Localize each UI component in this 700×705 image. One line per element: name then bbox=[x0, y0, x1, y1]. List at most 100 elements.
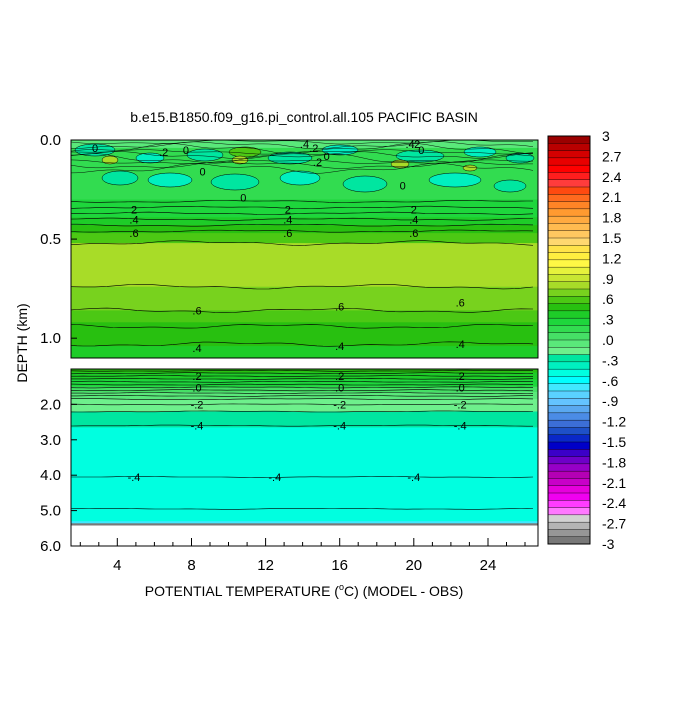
upper-band-10 bbox=[71, 310, 538, 323]
surface-blob-3 bbox=[228, 146, 262, 158]
colorbar-box-23 bbox=[547, 303, 591, 312]
x-tick-label-5: 24 bbox=[480, 557, 497, 574]
upper-contour-label-18: .4 bbox=[409, 214, 418, 226]
colorbar-box-18 bbox=[547, 266, 591, 275]
colorbar-box-24 bbox=[547, 310, 591, 319]
surface-blob-19 bbox=[462, 164, 478, 172]
colorbar-box-14 bbox=[547, 237, 591, 246]
upper-contour-label-26: .4 bbox=[335, 341, 344, 353]
colorbar-box-44 bbox=[547, 456, 591, 465]
upper-band-9 bbox=[71, 286, 538, 312]
lower-contour-label-2: .2 bbox=[456, 371, 465, 383]
colorbar-border bbox=[547, 135, 591, 545]
lower-contour-12 bbox=[71, 410, 534, 413]
upper-contour-1 bbox=[71, 205, 534, 209]
surface-contour-3 bbox=[71, 149, 534, 155]
surface-blob-14 bbox=[428, 172, 482, 188]
colorbar-label-6: 1.2 bbox=[602, 250, 622, 266]
colorbar-box-13 bbox=[547, 230, 591, 239]
upper-contour-label-27: .4 bbox=[456, 339, 465, 351]
upper-y-tick-label-2: 1.0 bbox=[40, 330, 61, 347]
colorbar-box-46 bbox=[547, 470, 591, 479]
upper-contour-label-9: 0 bbox=[418, 145, 424, 157]
colorbar-box-33 bbox=[547, 376, 591, 385]
colorbar-label-16: -1.8 bbox=[602, 454, 626, 470]
lower-contour-label-14: -.4 bbox=[407, 472, 420, 484]
colorbar-box-21 bbox=[547, 288, 591, 297]
upper-contour-7 bbox=[71, 283, 534, 290]
upper-contour-3 bbox=[71, 217, 533, 221]
colorbar-box-20 bbox=[547, 281, 591, 290]
upper-contour-label-23: .6 bbox=[335, 302, 344, 314]
colorbar-box-12 bbox=[547, 223, 591, 232]
lower-contour-3 bbox=[71, 377, 534, 380]
lower-contour-label-0: .2 bbox=[192, 371, 201, 383]
lower-y-tick-label-3: 5.0 bbox=[40, 503, 61, 520]
lower-contour-label-9: -.4 bbox=[191, 421, 204, 433]
colorbar-label-12: -.6 bbox=[602, 373, 619, 389]
lower-contour-label-7: -.2 bbox=[333, 399, 346, 411]
colorbar-box-49 bbox=[547, 492, 591, 501]
upper-contour-label-1: .2 bbox=[159, 147, 168, 159]
lower-empty-region bbox=[71, 525, 538, 546]
x-tick-label-4: 20 bbox=[405, 557, 422, 574]
upper-contour-label-17: .4 bbox=[283, 214, 292, 226]
upper-contour-label-6: .2 bbox=[313, 157, 322, 169]
lower-contour-label-5: .0 bbox=[456, 382, 465, 394]
colorbar-box-28 bbox=[547, 339, 591, 348]
colorbar: 3 2.7 2.4 2.1 1.8 1.5 1.2 .9 .6 .3 .0 -.3 -.6 -.9 -1.2… bbox=[547, 128, 626, 552]
x-axis-label-main: POTENTIAL TEMPERATURE ( bbox=[145, 583, 340, 599]
upper-band-8 bbox=[71, 243, 538, 288]
colorbar-box-5 bbox=[547, 172, 591, 181]
colorbar-box-19 bbox=[547, 274, 591, 283]
surface-blob-15 bbox=[493, 179, 527, 193]
colorbar-box-8 bbox=[547, 194, 591, 203]
lower-y-tick-label-2: 4.0 bbox=[40, 467, 61, 484]
x-axis-label: POTENTIAL TEMPERATURE (oC) (MODEL - OBS) bbox=[145, 582, 464, 599]
colorbar-box-15 bbox=[547, 245, 591, 254]
colorbar-box-32 bbox=[547, 368, 591, 377]
colorbar-box-48 bbox=[547, 485, 591, 494]
colorbar-box-1 bbox=[547, 143, 591, 152]
upper-band-4 bbox=[71, 209, 538, 218]
upper-contour-label-16: .4 bbox=[129, 214, 138, 226]
colorbar-label-11: -.3 bbox=[602, 352, 619, 368]
surface-contour-1 bbox=[71, 141, 534, 150]
lower-panel: .2.2.2.0.0.0-.2 -.2 -.2-.4 -.4 -.4-.4 -.4 -.4 … bbox=[40, 368, 539, 574]
colorbar-box-42 bbox=[547, 441, 591, 450]
upper-contour-label-10: 0 bbox=[200, 167, 206, 179]
lower-y-tick-label-1: 3.0 bbox=[40, 432, 61, 449]
surface-blob-17 bbox=[231, 155, 249, 165]
upper-contour-label-14: 2 bbox=[285, 204, 291, 216]
colorbar-labels: 3 2.7 2.4 2.1 1.8 1.5 1.2 .9 .6 .3 .0 -.3 -.6 -.9 -1.2… bbox=[602, 128, 626, 552]
lower-contour-11 bbox=[71, 403, 533, 406]
colorbar-box-7 bbox=[547, 186, 591, 195]
upper-y-tick-label-1: 0.5 bbox=[40, 231, 61, 248]
lower-band-2 bbox=[71, 379, 538, 388]
upper-contour-label-4: .2 bbox=[309, 143, 318, 155]
colorbar-box-29 bbox=[547, 347, 591, 356]
lower-contours bbox=[71, 369, 534, 510]
surface-blob-10 bbox=[147, 172, 193, 188]
upper-contour-label-21: .6 bbox=[409, 228, 418, 240]
lower-contour-10 bbox=[71, 398, 534, 400]
colorbar-label-14: -1.2 bbox=[602, 414, 626, 430]
lower-y-tick-label-4: 6.0 bbox=[40, 538, 61, 555]
upper-band-11 bbox=[71, 322, 538, 347]
colorbar-box-4 bbox=[547, 164, 591, 173]
upper-band-3 bbox=[71, 199, 538, 210]
colorbar-label-2: 2.4 bbox=[602, 169, 622, 185]
surface-contour-5 bbox=[71, 153, 534, 164]
lower-contour-labels: .2.2.2.0.0.0-.2 -.2 -.2-.4 -.4 -.4-.4 -.4 -.4 bbox=[128, 371, 467, 484]
colorbar-box-31 bbox=[547, 361, 591, 370]
lower-contour-9 bbox=[71, 395, 533, 397]
lower-contour-label-10: -.4 bbox=[333, 421, 346, 433]
upper-contour-label-15: 2 bbox=[411, 204, 417, 216]
colorbar-box-25 bbox=[547, 317, 591, 326]
colorbar-box-36 bbox=[547, 398, 591, 407]
lower-panel-border bbox=[70, 368, 539, 547]
lower-contour-label-4: .0 bbox=[335, 382, 344, 394]
colorbar-box-38 bbox=[547, 412, 591, 421]
